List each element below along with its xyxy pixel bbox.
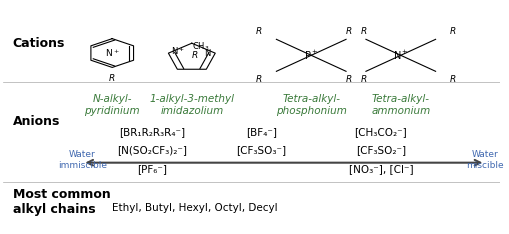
Text: R: R [449,27,455,36]
Text: Water
miscible: Water miscible [466,150,503,169]
Text: Tetra-alkyl-
phosphonium: Tetra-alkyl- phosphonium [275,94,346,116]
Text: N$^+$: N$^+$ [105,47,119,58]
Text: [NO₃⁻], [Cl⁻]: [NO₃⁻], [Cl⁻] [348,164,412,174]
Text: [CF₃SO₃⁻]: [CF₃SO₃⁻] [236,146,286,156]
Text: R: R [256,75,262,84]
Text: R: R [345,75,351,84]
Text: Cations: Cations [13,37,65,50]
Text: R: R [360,27,366,36]
Text: R: R [192,51,198,60]
Text: R: R [449,75,455,84]
Text: [BR₁R₂R₃R₄⁻]: [BR₁R₂R₃R₄⁻] [119,127,185,137]
Text: Ethyl, Butyl, Hexyl, Octyl, Decyl: Ethyl, Butyl, Hexyl, Octyl, Decyl [112,203,277,213]
Text: [PF₆⁻]: [PF₆⁻] [137,164,166,174]
Text: 1-alkyl-3-methyl
imidazolium: 1-alkyl-3-methyl imidazolium [149,94,234,116]
Text: CH$_3$: CH$_3$ [191,40,209,53]
Text: Anions: Anions [13,115,60,128]
Text: [CF₃SO₂⁻]: [CF₃SO₂⁻] [355,146,405,156]
Text: [BF₄⁻]: [BF₄⁻] [245,127,276,137]
Text: R: R [256,27,262,36]
Text: Tetra-alkyl-
ammonium: Tetra-alkyl- ammonium [371,94,430,116]
Text: [N(SO₂CF₃)₂⁻]: [N(SO₂CF₃)₂⁻] [117,146,187,156]
Text: N$^+$: N$^+$ [171,45,184,57]
Text: R: R [345,27,351,36]
Text: Water
immiscible: Water immiscible [58,150,107,169]
Text: [CH₃CO₂⁻]: [CH₃CO₂⁻] [354,127,407,137]
Text: N-alkyl-
pyridinium: N-alkyl- pyridinium [84,94,140,116]
Text: N: N [204,49,210,58]
Text: N$^+$: N$^+$ [392,49,408,62]
Text: R: R [360,75,366,84]
Text: P$^+$: P$^+$ [303,49,318,62]
Text: Most common
alkyl chains: Most common alkyl chains [13,187,110,216]
Text: R: R [109,74,115,83]
